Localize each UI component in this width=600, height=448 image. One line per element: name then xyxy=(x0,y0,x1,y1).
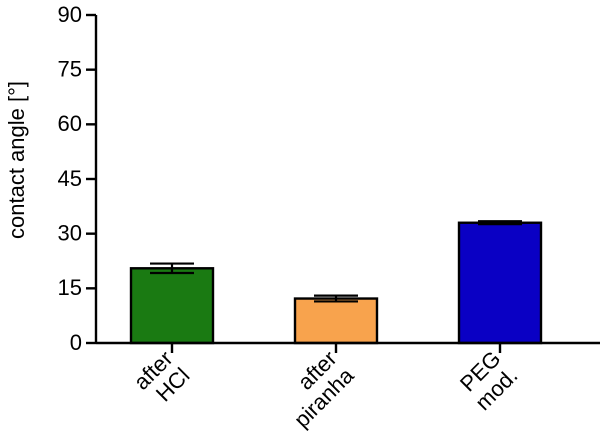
y-tick-label: 15 xyxy=(58,275,82,300)
y-tick-label: 75 xyxy=(58,56,82,81)
y-axis: 0 15 30 45 60 75 90 xyxy=(58,2,98,355)
x-category-label: PEGmod. xyxy=(453,346,522,415)
y-tick-label: 45 xyxy=(58,166,82,191)
x-axis: afterHCl afterpiranha PEGmod. xyxy=(96,341,600,432)
bar xyxy=(457,221,543,345)
bar xyxy=(129,267,215,345)
bars xyxy=(129,220,543,345)
x-category-label: afterHCl xyxy=(129,346,195,412)
x-category-label: afterpiranha xyxy=(272,345,359,432)
y-tick-label: 90 xyxy=(58,2,82,27)
y-tick-label: 60 xyxy=(58,111,82,136)
y-axis-label: contact angle [°] xyxy=(4,81,29,239)
y-tick-label: 0 xyxy=(70,330,82,355)
y-tick-label: 30 xyxy=(58,220,82,245)
bar xyxy=(293,297,379,345)
